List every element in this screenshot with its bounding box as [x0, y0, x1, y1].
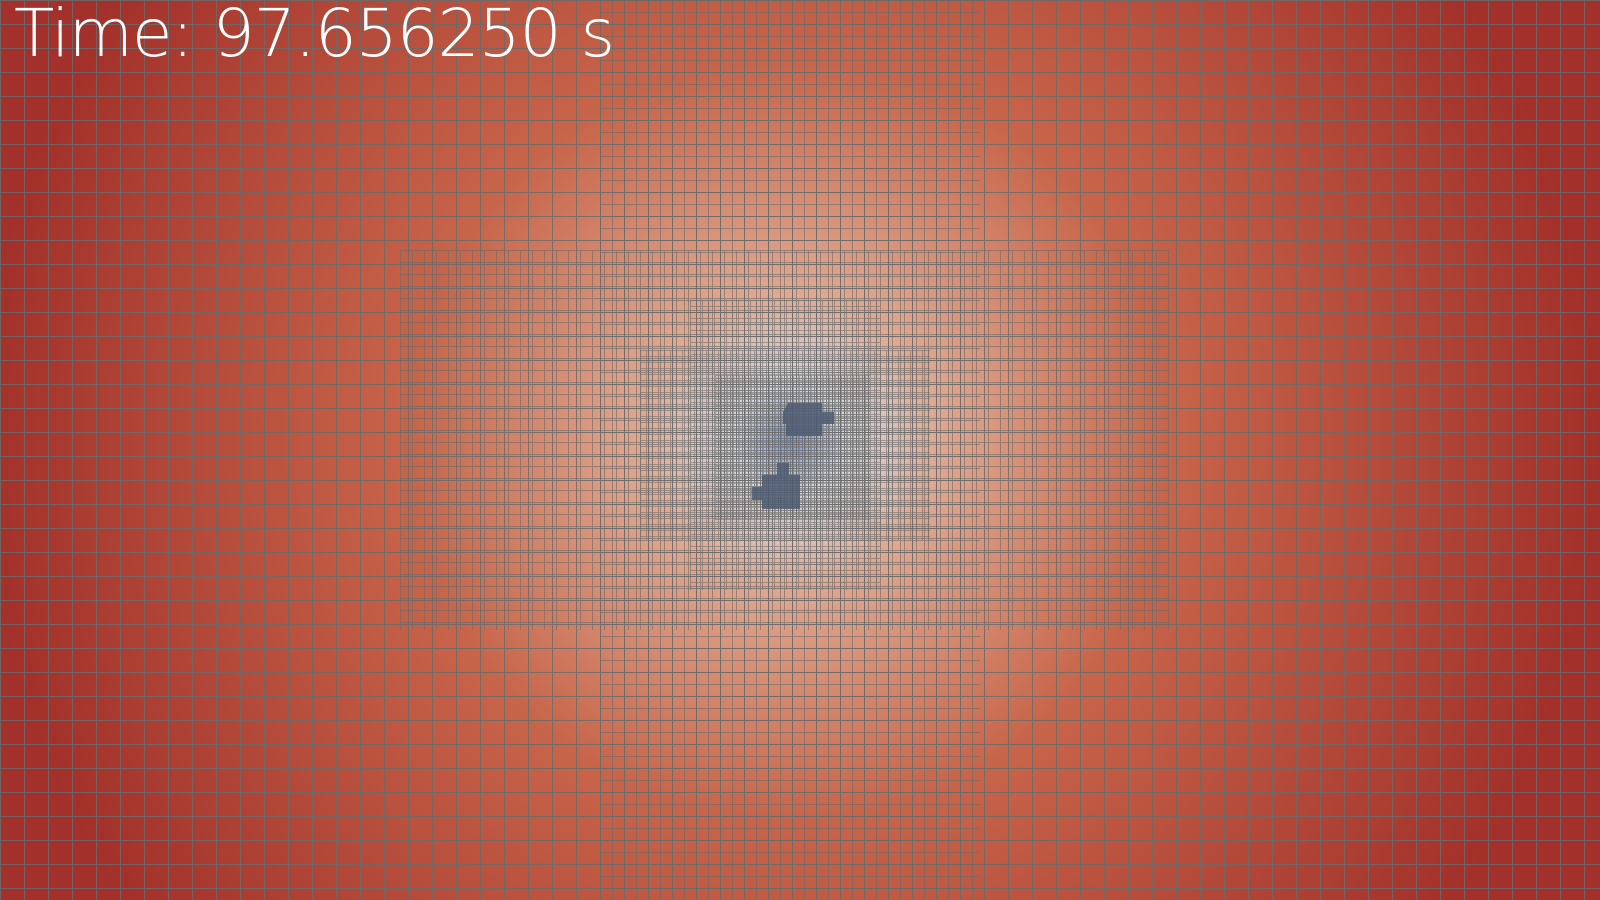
vortex-cores: [752, 403, 834, 509]
time-label: Time: 97.656250 s: [14, 0, 615, 72]
vortex-core-lower: [752, 463, 800, 509]
vortex-core-upper: [783, 403, 834, 436]
